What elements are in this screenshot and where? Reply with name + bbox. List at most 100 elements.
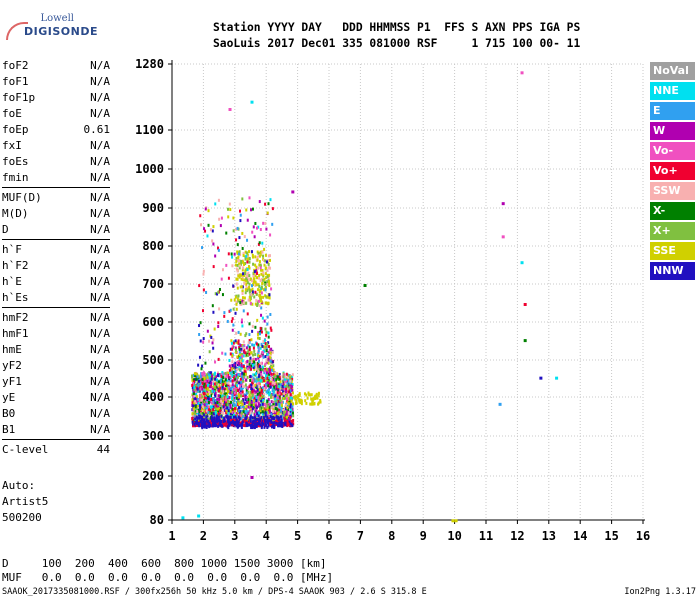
echo-point: [243, 296, 246, 300]
echo-point: [251, 302, 254, 306]
echo-point: [279, 407, 282, 411]
echo-point: [233, 298, 236, 302]
echo-point: [257, 345, 260, 349]
echo-point: [279, 401, 282, 405]
x-tick-label: 8: [388, 529, 395, 543]
echo-point: [207, 385, 210, 389]
echo-point: [254, 401, 257, 405]
x-tick-label: 15: [604, 529, 618, 543]
echo-point: [254, 274, 257, 278]
echo-point: [286, 388, 289, 392]
muf-distance-row: D 100 200 400 600 800 1000 1500 3000 [km…: [2, 557, 327, 570]
echo-point: [229, 403, 232, 407]
echo-point: [270, 328, 273, 332]
echo-point: [269, 312, 272, 316]
echo-point: [249, 408, 252, 412]
echo-point: [275, 372, 278, 376]
echo-point: [246, 253, 249, 257]
echo-point: [225, 411, 228, 415]
legend-w: W: [650, 122, 695, 140]
echo-point: [271, 425, 274, 429]
echo-point: [267, 254, 270, 258]
echo-point: [219, 394, 222, 398]
echo-point: [212, 265, 215, 269]
param-value: 0.61: [83, 123, 111, 136]
echo-point: [233, 396, 236, 400]
echo-point: [207, 209, 210, 213]
echo-point: [271, 207, 274, 211]
echo-point: [238, 422, 241, 426]
echo-point: [221, 293, 224, 297]
echo-point: [214, 202, 217, 206]
echo-point: [220, 382, 223, 386]
echo-point: [251, 395, 254, 399]
echo-point: [221, 402, 224, 406]
echo-point: [300, 402, 303, 406]
echo-point: [242, 374, 245, 378]
echo-point: [195, 383, 198, 387]
echo-point: [286, 380, 289, 384]
echo-point: [261, 361, 264, 365]
echo-point: [254, 357, 257, 361]
echo-point: [276, 391, 279, 395]
isolated-echo: [197, 514, 201, 518]
echo-point: [198, 398, 201, 402]
echo-point: [248, 339, 251, 343]
echo-point: [203, 418, 206, 422]
echo-point: [246, 280, 249, 284]
echo-point: [217, 371, 220, 375]
echo-point: [234, 361, 237, 365]
echo-point: [316, 396, 319, 400]
echo-point: [198, 355, 201, 359]
echo-point: [264, 382, 267, 386]
echo-point: [287, 423, 290, 427]
echo-point: [213, 372, 216, 376]
echo-point: [205, 425, 208, 429]
echo-point: [201, 375, 204, 379]
echo-point: [269, 385, 272, 389]
echo-point: [191, 408, 194, 412]
echo-point: [245, 301, 248, 305]
echo-point: [258, 284, 261, 288]
echo-point: [272, 364, 275, 368]
echo-point: [283, 410, 286, 414]
echo-point: [235, 302, 238, 306]
echo-point: [205, 373, 208, 377]
echo-point: [257, 359, 260, 363]
echo-point: [245, 251, 248, 255]
echo-point: [192, 378, 195, 382]
echo-point: [291, 404, 294, 408]
echo-point: [229, 416, 232, 420]
echo-point: [278, 376, 281, 380]
echo-point: [254, 353, 257, 357]
echo-point: [272, 392, 275, 396]
echo-point: [273, 405, 276, 409]
echo-point: [270, 372, 273, 376]
echo-point: [286, 415, 289, 419]
echo-point: [265, 295, 268, 299]
echo-point: [264, 362, 267, 366]
echo-point: [238, 266, 241, 270]
echo-point: [281, 396, 284, 400]
echo-point: [251, 363, 254, 367]
echo-point: [261, 422, 264, 426]
echo-point: [266, 391, 269, 395]
echo-point: [227, 426, 230, 430]
echo-point: [194, 422, 197, 426]
echo-point: [267, 372, 270, 376]
echo-point: [309, 402, 312, 406]
echo-point: [251, 359, 254, 363]
echo-point: [245, 346, 248, 350]
echo-point: [218, 422, 221, 426]
echo-point: [285, 397, 288, 401]
echo-point: [282, 375, 285, 379]
header-labels: Station YYYY DAY DDD HHMMSS P1 FFS S AXN…: [213, 21, 581, 34]
echo-point: [234, 370, 237, 374]
echo-point: [225, 409, 228, 413]
echo-point: [213, 382, 216, 386]
echo-point: [277, 385, 280, 389]
echo-point: [263, 282, 266, 286]
echo-point: [258, 384, 261, 388]
echo-point: [219, 406, 222, 410]
echo-point: [204, 229, 207, 233]
